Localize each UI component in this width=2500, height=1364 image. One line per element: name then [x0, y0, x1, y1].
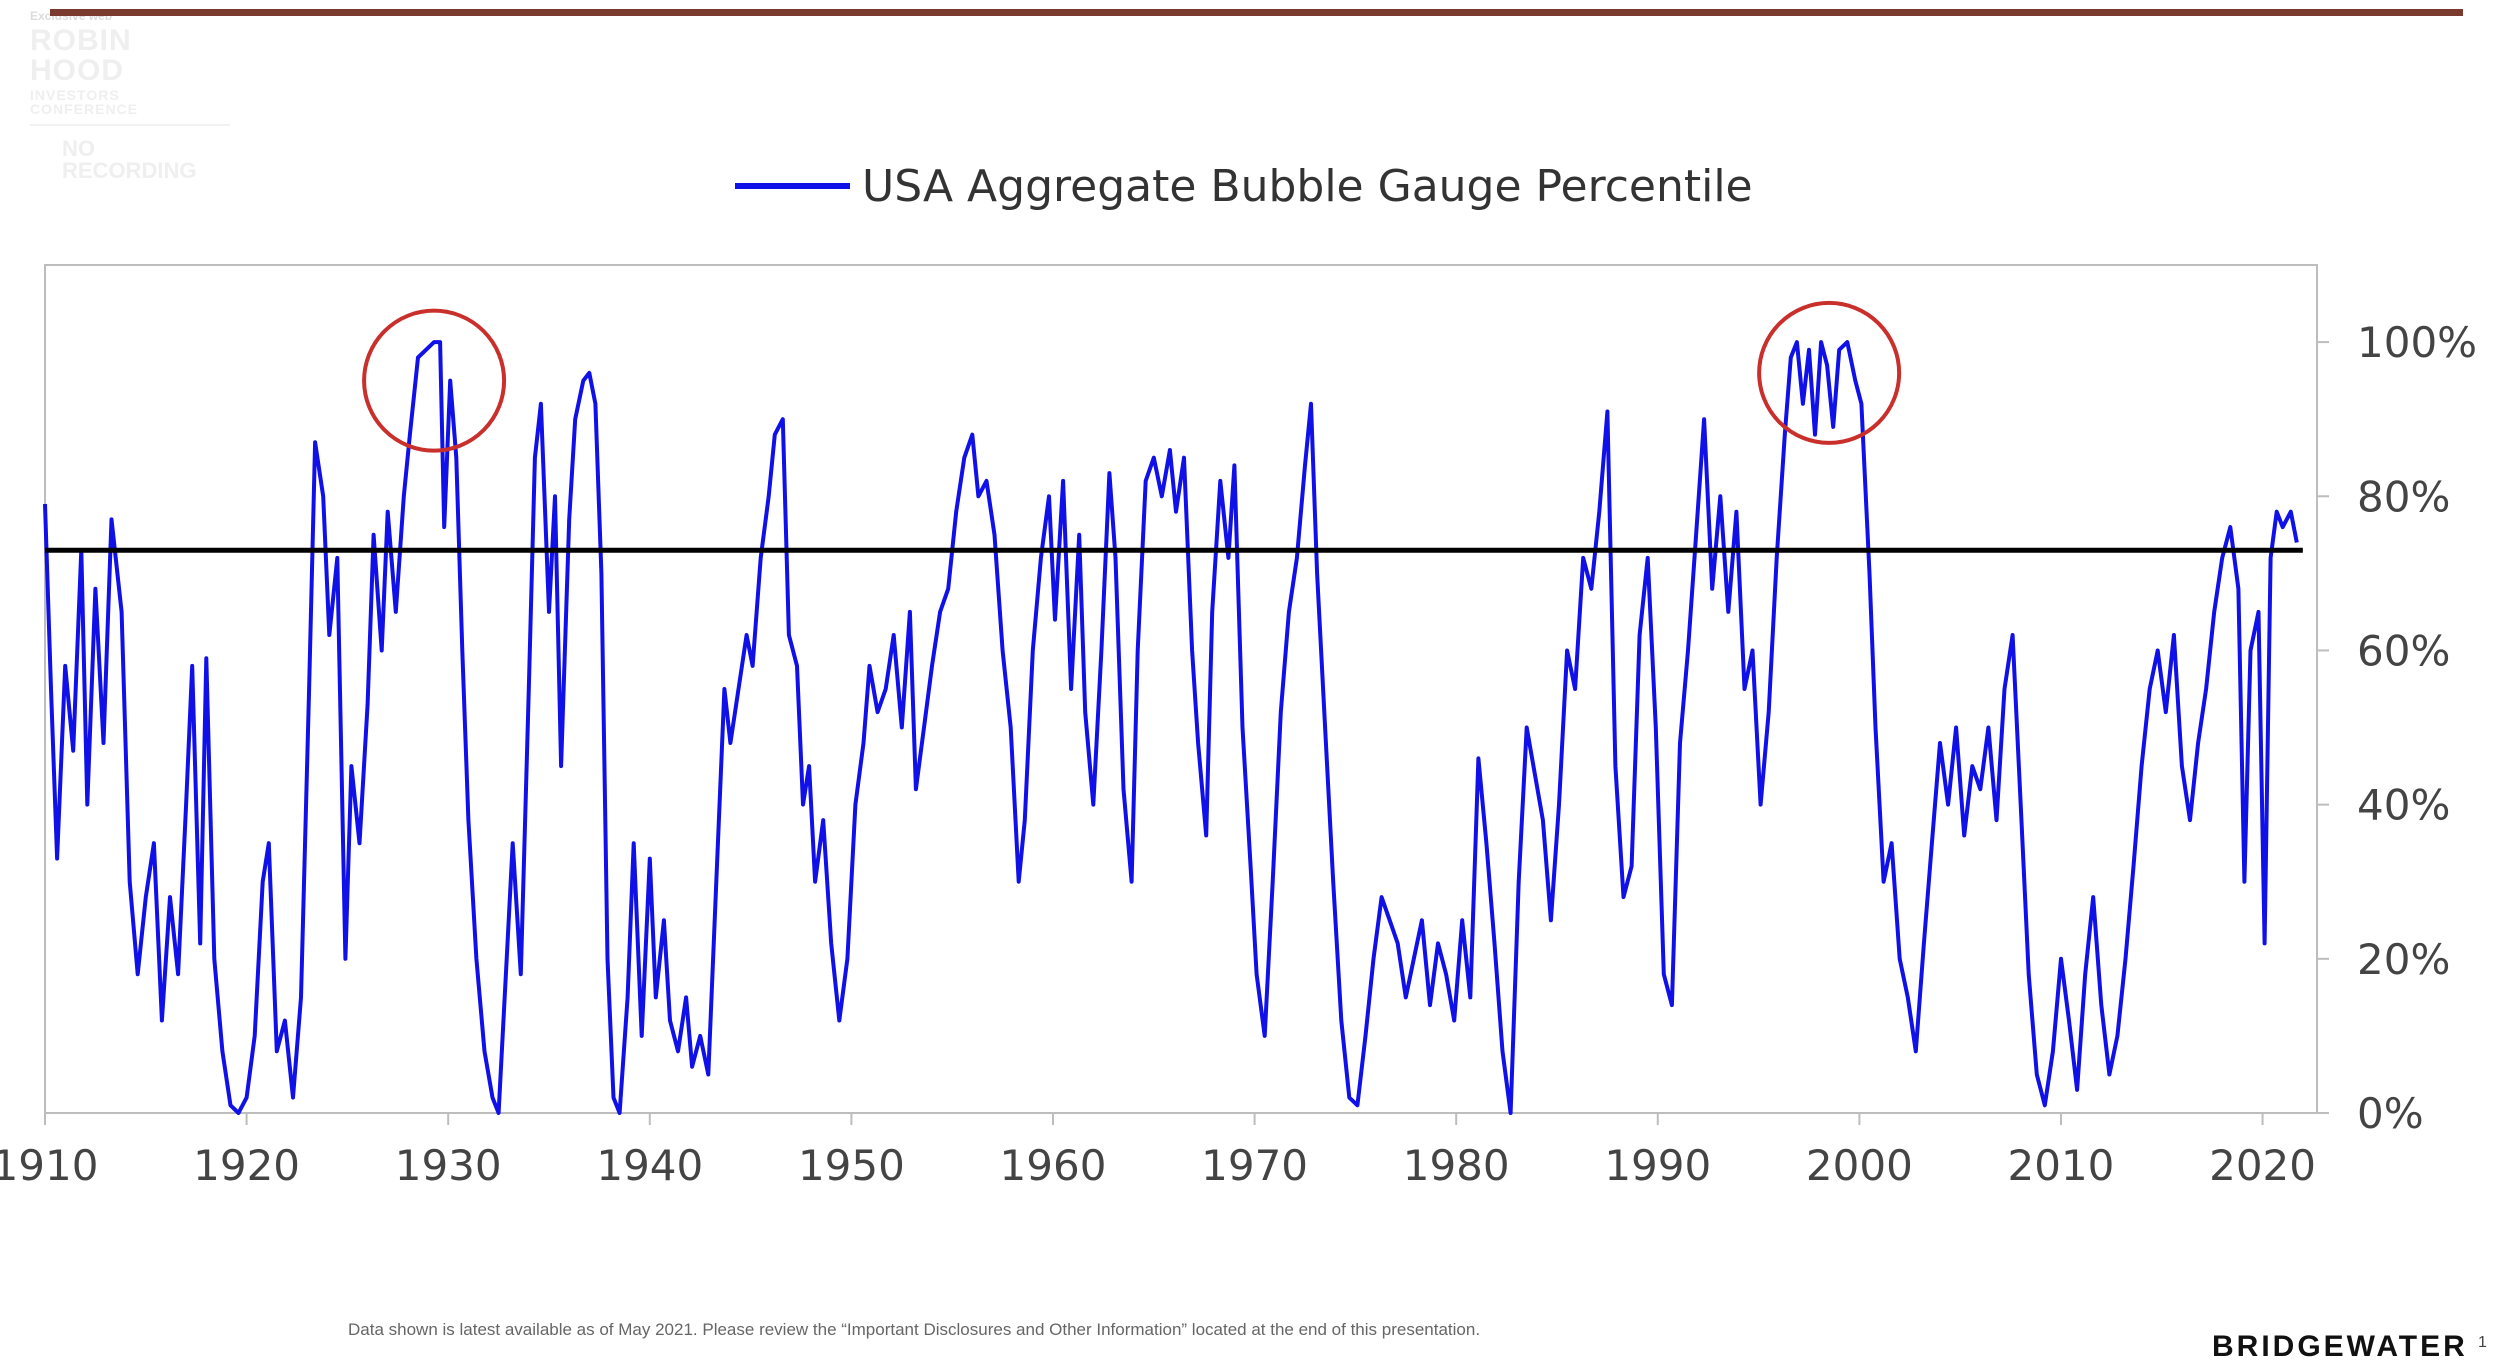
highlight-circles	[362, 300, 1902, 453]
brand-logo: BRIDGEWATER	[2212, 1330, 2468, 1363]
x-tick-label-1990: 1990	[1604, 1141, 1711, 1190]
x-tick-label-1930: 1930	[395, 1141, 502, 1190]
page-number: 1	[2478, 1334, 2487, 1351]
x-tick-label-1950: 1950	[798, 1141, 905, 1190]
x-tick-label-1920: 1920	[193, 1141, 300, 1190]
watermark-logo-text: ROBIN HOOD	[30, 24, 132, 87]
highlight-circle-2	[1757, 300, 1902, 445]
bubble-gauge-line	[43, 340, 2299, 1115]
watermark-notice: NO RECORDING	[62, 136, 197, 183]
x-axis: 1910 1920 1930 1940 1950 1960 1970 1980 1990 2000…	[0, 1113, 2316, 1190]
y-tick-label-40: 40%	[2357, 781, 2450, 830]
y-tick-label-20: 20%	[2357, 935, 2450, 984]
y-tick-label-60: 60%	[2357, 626, 2450, 675]
x-tick-label-1980: 1980	[1403, 1141, 1510, 1190]
x-tick-label-1960: 1960	[1000, 1141, 1107, 1190]
chart-legend: USA Aggregate Bubble Gauge Percentile	[735, 161, 1753, 212]
y-tick-label-100: 100%	[2357, 318, 2477, 367]
x-tick-label-2020: 2020	[2209, 1141, 2316, 1190]
x-tick-label-1940: 1940	[596, 1141, 703, 1190]
watermark-logo: Exclusive web ROBIN HOOD INVESTORS CONFE…	[30, 10, 230, 182]
x-tick-label-1970: 1970	[1201, 1141, 1308, 1190]
x-tick-label-2010: 2010	[2008, 1141, 2115, 1190]
plot-area	[44, 264, 2318, 1114]
y-tick-label-80: 80%	[2357, 472, 2450, 521]
x-tick-label-1910: 1910	[0, 1141, 98, 1190]
y-tick-label-0: 0%	[2357, 1089, 2424, 1138]
top-accent-bar	[50, 9, 2463, 16]
highlight-circle-1	[362, 308, 507, 453]
legend-label: USA Aggregate Bubble Gauge Percentile	[862, 161, 1753, 212]
watermark-logo-subtext: INVESTORS CONFERENCE	[30, 88, 230, 126]
y-axis: 0% 20% 40% 60% 80% 100%	[2317, 318, 2477, 1138]
footer-disclaimer: Data shown is latest available as of May…	[348, 1320, 1481, 1339]
x-tick-label-2000: 2000	[1806, 1141, 1913, 1190]
